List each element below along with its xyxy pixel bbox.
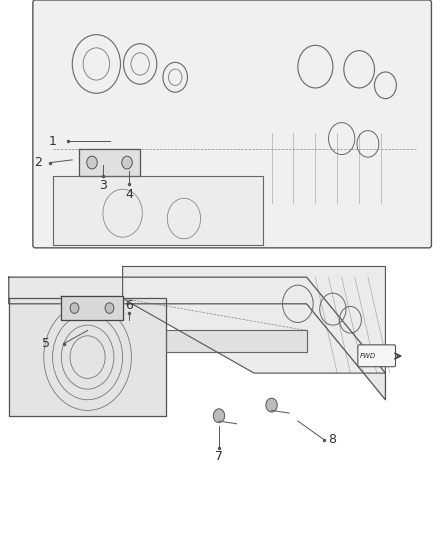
Polygon shape	[79, 149, 140, 176]
Polygon shape	[61, 296, 123, 320]
Polygon shape	[9, 298, 166, 416]
Circle shape	[266, 398, 277, 412]
Circle shape	[70, 303, 79, 313]
Text: 3: 3	[99, 179, 107, 191]
Polygon shape	[53, 176, 263, 245]
Polygon shape	[9, 277, 385, 400]
Text: 5: 5	[42, 337, 50, 350]
Text: 8: 8	[328, 433, 336, 446]
FancyBboxPatch shape	[33, 0, 431, 248]
Polygon shape	[123, 266, 385, 373]
Circle shape	[213, 409, 225, 423]
Text: 4: 4	[125, 188, 133, 200]
Text: 1: 1	[49, 135, 57, 148]
Circle shape	[87, 156, 97, 169]
FancyBboxPatch shape	[358, 345, 396, 367]
Text: FWD: FWD	[360, 352, 376, 359]
Circle shape	[105, 303, 114, 313]
Circle shape	[122, 156, 132, 169]
Text: 2: 2	[34, 156, 42, 169]
Polygon shape	[166, 330, 307, 352]
Text: 6: 6	[125, 299, 133, 312]
Text: 7: 7	[215, 450, 223, 463]
